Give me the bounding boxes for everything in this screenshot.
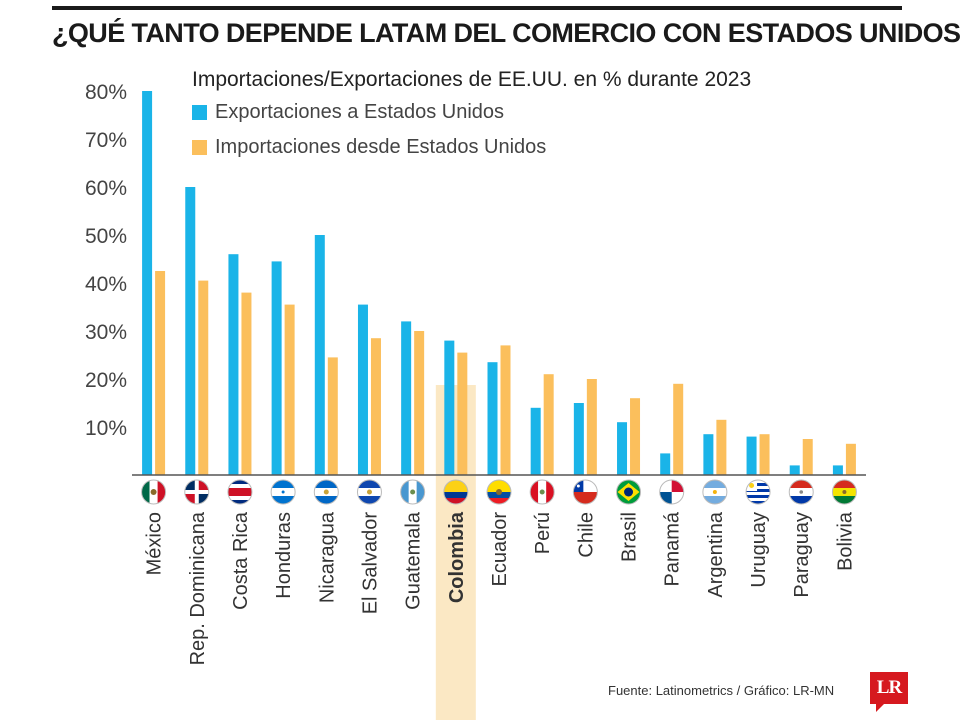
y-tick-label: 30% <box>85 321 127 344</box>
bar-exports <box>617 422 628 475</box>
bar-imports <box>586 379 597 475</box>
flag-paraguay-icon <box>788 479 814 505</box>
bar-imports <box>414 331 425 475</box>
bar-exports <box>401 321 412 475</box>
y-tick-label: 70% <box>85 129 127 152</box>
category-label: México <box>144 512 166 575</box>
bar-imports <box>457 352 468 475</box>
category-label: Colombia <box>446 511 468 603</box>
bar-imports <box>284 304 295 475</box>
bar-exports <box>573 403 584 475</box>
legend-item-imports: Importaciones desde Estados Unidos <box>192 136 546 159</box>
flag-el-salvador-icon <box>356 479 382 505</box>
chart-title: Importaciones/Exportaciones de EE.UU. en… <box>192 68 752 91</box>
bar-imports <box>198 280 209 475</box>
bar-exports <box>357 304 368 475</box>
legend-label-imports: Importaciones desde Estados Unidos <box>215 136 547 158</box>
category-label: Bolivia <box>834 511 856 571</box>
bar-exports <box>487 362 498 475</box>
legend-label-exports: Exportaciones a Estados Unidos <box>215 101 505 123</box>
category-label: El Salvador <box>359 512 381 615</box>
bar-exports <box>832 465 843 475</box>
bar-imports <box>370 338 381 475</box>
flag-argentina-icon <box>702 479 728 505</box>
top-rule <box>52 6 902 10</box>
bar-exports <box>444 340 455 475</box>
flag-guatemala-icon <box>400 479 426 505</box>
category-label: Nicaragua <box>316 511 338 603</box>
category-label: Chile <box>575 512 597 558</box>
category-label: Argentina <box>705 511 727 597</box>
flag-ecuador-icon <box>486 479 512 505</box>
bar-imports <box>543 374 554 475</box>
flag-brazil-icon <box>616 479 642 505</box>
bar-imports <box>630 398 641 475</box>
legend-swatch-exports <box>192 105 207 120</box>
source-note: Fuente: Latinometrics / Gráfico: LR-MN <box>608 683 835 698</box>
y-tick-label: 50% <box>85 225 127 248</box>
flag-dominican-republic-icon <box>184 479 210 505</box>
bar-exports <box>228 254 239 475</box>
bar-imports <box>759 434 770 475</box>
category-label: Costa Rica <box>230 511 252 610</box>
category-label: Ecuador <box>489 512 511 587</box>
bar-imports <box>845 443 856 475</box>
category-label: Perú <box>532 512 554 554</box>
bar-exports <box>530 407 541 475</box>
flag-nicaragua-icon <box>313 479 339 505</box>
bar-exports <box>703 434 714 475</box>
category-label: Uruguay <box>748 512 770 588</box>
bar-exports <box>185 187 196 475</box>
bar-imports <box>155 271 166 475</box>
lr-logo: LR <box>870 672 908 712</box>
flag-colombia-icon <box>443 479 469 505</box>
bar-imports <box>716 419 727 475</box>
highlight-band <box>435 385 476 720</box>
category-label: Panamá <box>662 511 684 586</box>
flag-honduras-icon <box>270 479 296 505</box>
bar-imports <box>327 357 338 475</box>
bar-imports <box>802 439 813 475</box>
legend-item-exports: Exportaciones a Estados Unidos <box>192 101 504 124</box>
flag-mexico-icon <box>141 479 167 505</box>
y-tick-label: 20% <box>85 369 127 392</box>
y-tick-label: 80% <box>85 81 127 104</box>
y-tick-label: 10% <box>85 417 127 440</box>
page-title: ¿QUÉ TANTO DEPENDE LATAM DEL COMERCIO CO… <box>52 18 960 48</box>
flag-peru-icon <box>529 479 555 505</box>
bar-exports <box>660 453 671 475</box>
bar-imports <box>673 383 684 475</box>
y-tick-label: 60% <box>85 177 127 200</box>
category-label: Honduras <box>273 512 295 599</box>
y-tick-label: 40% <box>85 273 127 296</box>
bar-exports <box>271 261 282 475</box>
category-label: Paraguay <box>791 512 813 598</box>
category-label: Brasil <box>619 512 641 562</box>
flag-chile-icon <box>572 479 598 505</box>
legend-swatch-imports <box>192 140 207 155</box>
bar-exports <box>314 235 325 475</box>
bar-imports <box>241 292 252 475</box>
flag-panama-icon <box>659 479 685 505</box>
bar-exports <box>142 91 153 475</box>
flag-uruguay-icon <box>745 479 771 505</box>
flag-costa-rica-icon <box>227 479 253 505</box>
bar-exports <box>789 465 800 475</box>
category-label: Rep. Dominicana <box>187 511 209 665</box>
flag-bolivia-icon <box>831 479 857 505</box>
bar-imports <box>500 345 511 475</box>
category-label: Guatemala <box>403 511 425 610</box>
bar-exports <box>746 436 757 475</box>
